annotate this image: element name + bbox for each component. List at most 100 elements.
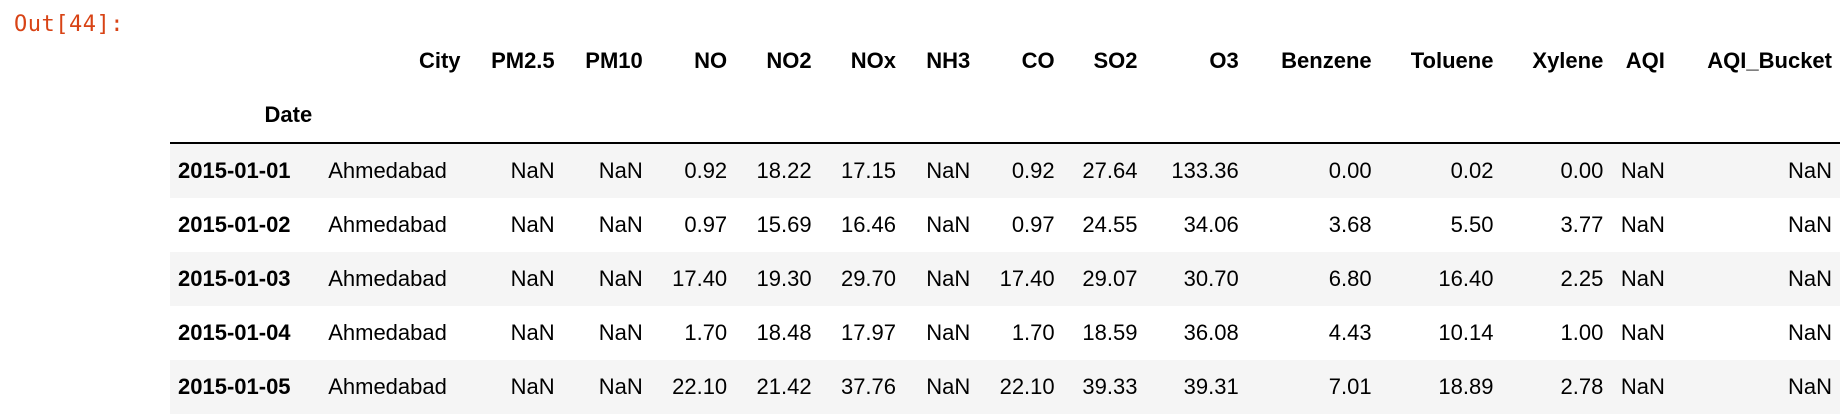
table-cell: 18.48 [756, 320, 812, 345]
table-cell: NaN [926, 212, 971, 237]
table-cell: NaN [1620, 158, 1665, 183]
row-index-cell: 2015-01-04 [178, 320, 291, 345]
table-cell: 17.40 [672, 266, 728, 291]
table-cell: NaN [1787, 374, 1832, 399]
column-header-aqi: AQI [1625, 48, 1665, 73]
table-cell: 5.50 [1450, 212, 1494, 237]
table-cell: NaN [1787, 212, 1832, 237]
table-cell: 27.64 [1082, 158, 1138, 183]
column-header-co: CO [1021, 48, 1055, 73]
table-cell: 0.02 [1450, 158, 1494, 183]
table-cell: 36.08 [1183, 320, 1239, 345]
table-cell: 18.59 [1082, 320, 1138, 345]
table-cell: 2.78 [1560, 374, 1604, 399]
table-cell: 0.97 [684, 212, 728, 237]
column-header-pm25: PM2.5 [491, 48, 555, 73]
index-name-row: Date [170, 88, 1840, 144]
table-cell: 2.25 [1560, 266, 1604, 291]
column-header-xylene: Xylene [1532, 48, 1604, 73]
table-cell: NaN [1620, 374, 1665, 399]
table-cell: 29.07 [1082, 266, 1138, 291]
column-header-no: NO [694, 48, 728, 73]
table-cell: NaN [926, 266, 971, 291]
table-cell: NaN [926, 320, 971, 345]
table-cell: 16.40 [1438, 266, 1494, 291]
table-cell: 3.77 [1560, 212, 1604, 237]
table-cell: 22.10 [672, 374, 728, 399]
table-cell: 34.06 [1183, 212, 1239, 237]
table-cell: NaN [1787, 266, 1832, 291]
table-cell: 7.01 [1328, 374, 1372, 399]
column-header-nh3: NH3 [926, 48, 971, 73]
table-cell: NaN [510, 374, 555, 399]
table-cell: 18.22 [756, 158, 812, 183]
table-row: 2015-01-01 Ahmedabad NaN NaN 0.92 18.22 … [170, 143, 1840, 198]
table-cell: 0.97 [1011, 212, 1055, 237]
table-cell: 17.15 [840, 158, 897, 183]
table-cell: NaN [598, 266, 643, 291]
dataframe-table: City PM2.5 PM10 NO NO2 NOx NH3 CO SO2 O3… [170, 34, 1840, 414]
table-cell: Ahmedabad [328, 158, 447, 183]
table-cell: 0.92 [684, 158, 728, 183]
table-row: 2015-01-05 Ahmedabad NaN NaN 22.10 21.42… [170, 360, 1840, 414]
table-row: 2015-01-03 Ahmedabad NaN NaN 17.40 19.30… [170, 252, 1840, 306]
table-cell: 22.10 [999, 374, 1055, 399]
column-header-aqi-bucket: AQI_Bucket [1707, 48, 1832, 73]
table-cell: NaN [926, 374, 971, 399]
table-cell: 24.55 [1082, 212, 1138, 237]
column-header-toluene: Toluene [1410, 48, 1494, 73]
index-name-cell: Date [170, 88, 321, 144]
table-cell: 4.43 [1328, 320, 1372, 345]
column-header-benzene: Benzene [1281, 48, 1372, 73]
table-cell: NaN [1620, 212, 1665, 237]
column-header-nox: NOx [850, 48, 897, 73]
column-header-no2: NO2 [766, 48, 812, 73]
row-index-cell: 2015-01-01 [178, 158, 291, 183]
table-cell: NaN [598, 212, 643, 237]
column-header-city: City [418, 48, 461, 73]
column-header-so2: SO2 [1093, 48, 1138, 73]
table-cell: 30.70 [1183, 266, 1239, 291]
table-cell: 1.70 [684, 320, 728, 345]
table-cell: 0.00 [1560, 158, 1604, 183]
table-cell: 1.70 [1011, 320, 1055, 345]
table-cell: NaN [1787, 320, 1832, 345]
column-header-pm10: PM10 [585, 48, 643, 73]
table-cell: NaN [598, 374, 643, 399]
table-cell: NaN [510, 266, 555, 291]
table-cell: 1.00 [1560, 320, 1604, 345]
table-cell: 6.80 [1328, 266, 1372, 291]
index-corner-cell [170, 34, 320, 88]
table-cell: Ahmedabad [328, 212, 447, 237]
table-cell: 0.00 [1328, 158, 1372, 183]
table-cell: 17.40 [999, 266, 1055, 291]
table-cell: 37.76 [840, 374, 897, 399]
table-row: 2015-01-02 Ahmedabad NaN NaN 0.97 15.69 … [170, 198, 1840, 252]
table-cell: 19.30 [756, 266, 812, 291]
table-cell: 21.42 [756, 374, 812, 399]
table-cell: Ahmedabad [328, 320, 447, 345]
table-cell: 3.68 [1328, 212, 1372, 237]
table-cell: NaN [510, 158, 555, 183]
table-cell: NaN [1787, 158, 1832, 183]
table-cell: NaN [926, 158, 971, 183]
table-cell: 39.33 [1082, 374, 1138, 399]
table-cell: 15.69 [756, 212, 812, 237]
table-cell: 29.70 [840, 266, 897, 291]
table-cell: 17.97 [840, 320, 897, 345]
table-cell: 0.92 [1011, 158, 1055, 183]
table-cell: NaN [598, 320, 643, 345]
table-cell: 18.89 [1438, 374, 1494, 399]
table-cell: NaN [1620, 320, 1665, 345]
table-cell: 10.14 [1438, 320, 1494, 345]
table-cell: NaN [510, 212, 555, 237]
table-cell: NaN [510, 320, 555, 345]
column-header-row: City PM2.5 PM10 NO NO2 NOx NH3 CO SO2 O3… [170, 34, 1840, 88]
row-index-cell: 2015-01-03 [178, 266, 291, 291]
output-prompt: Out[44]: [14, 12, 124, 37]
table-cell: NaN [1620, 266, 1665, 291]
table-cell: Ahmedabad [328, 374, 447, 399]
table-cell: NaN [598, 158, 643, 183]
row-index-cell: 2015-01-05 [178, 374, 291, 399]
table-cell: 39.31 [1183, 374, 1239, 399]
